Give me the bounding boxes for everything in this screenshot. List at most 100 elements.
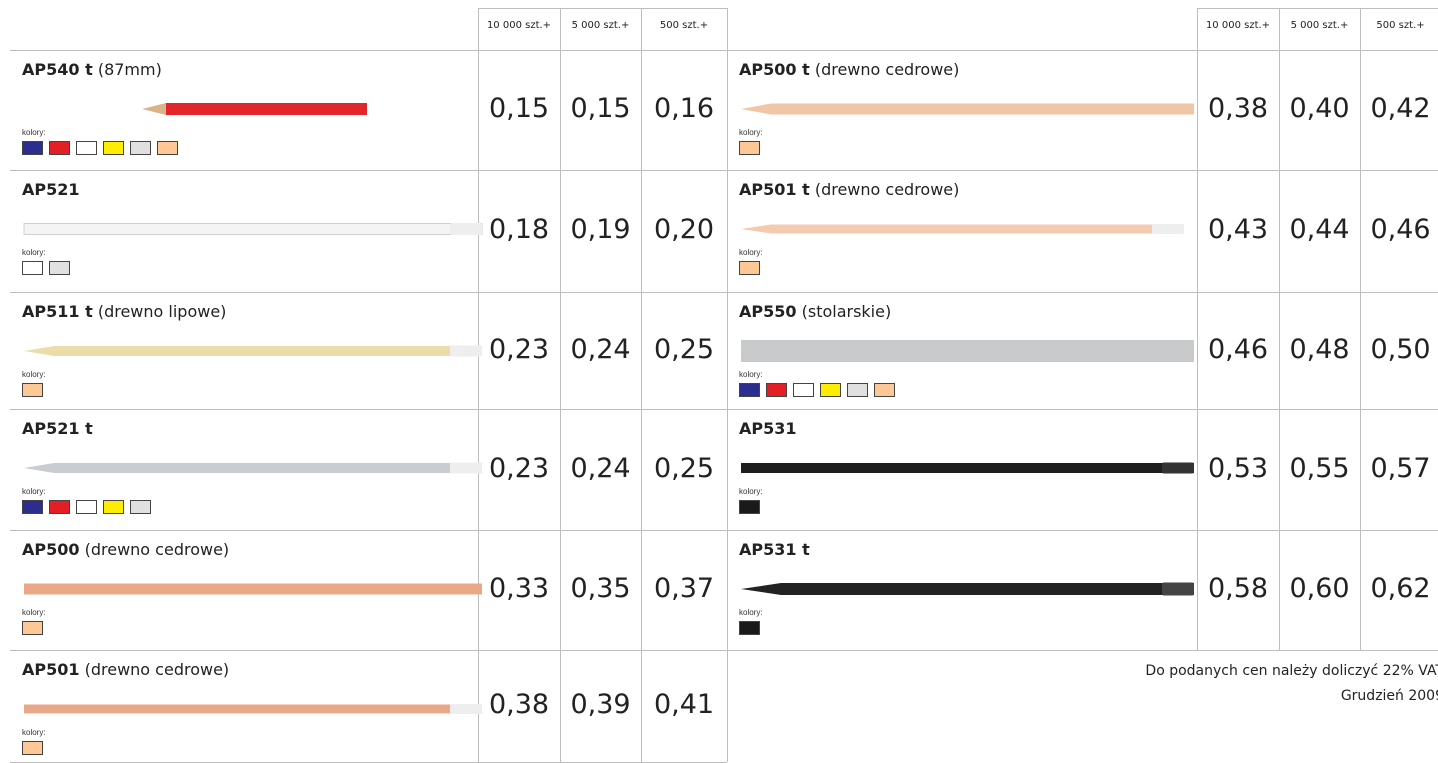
product-desc: (drewno lipowe) (98, 302, 227, 321)
color-swatch (157, 141, 178, 155)
colors-label: kolory: (22, 728, 46, 737)
colors-label: kolory: (22, 370, 46, 379)
pencil-image (22, 216, 492, 242)
product-name: AP501 (drewno cedrowe) (22, 660, 229, 679)
colors-label: kolory: (739, 248, 763, 257)
color-swatch (766, 383, 787, 397)
price: 0,46 (1360, 214, 1438, 245)
pencil-part (24, 584, 482, 595)
product-name: AP521 t (22, 419, 93, 438)
product-desc: (drewno cedrowe) (815, 60, 960, 79)
date-note: Grudzień 2009 (900, 688, 1438, 704)
color-swatch (76, 500, 97, 514)
color-swatch (739, 141, 760, 155)
price: 0,46 (1197, 334, 1279, 365)
colors-label: kolory: (22, 128, 46, 137)
pencil-part (741, 104, 771, 115)
pencil-image (739, 338, 1209, 364)
product-name: AP550 (stolarskie) (739, 302, 891, 321)
column-header: 10 000 szt.+ (1197, 20, 1279, 31)
product-desc: (87mm) (98, 60, 162, 79)
product-name: AP531 (739, 419, 797, 438)
pencil-part (24, 224, 482, 235)
border-line (10, 530, 727, 531)
colors-label: kolory: (22, 608, 46, 617)
product-code: AP511 t (22, 302, 93, 321)
price: 0,33 (478, 573, 560, 604)
border-line (10, 50, 727, 51)
product-code: AP521 t (22, 419, 93, 438)
color-swatch (739, 621, 760, 635)
product-code: AP500 t (739, 60, 810, 79)
color-swatch (76, 141, 97, 155)
price: 0,24 (560, 453, 641, 484)
color-swatch (22, 741, 43, 755)
pencil-image (22, 455, 492, 481)
pencil-part (166, 103, 367, 115)
product-name: AP531 t (739, 540, 810, 559)
pencil-part (1162, 583, 1194, 596)
product-code: AP540 t (22, 60, 93, 79)
colors-label: kolory: (739, 487, 763, 496)
vat-note: Do podanych cen należy doliczyć 22% VAT (900, 663, 1438, 679)
price: 0,43 (1197, 214, 1279, 245)
pencil-image (22, 576, 492, 602)
color-swatch (49, 500, 70, 514)
pencil-part (54, 463, 482, 473)
price: 0,25 (641, 453, 727, 484)
color-swatch (22, 621, 43, 635)
product-name: AP521 (22, 180, 80, 199)
price: 0,44 (1279, 214, 1360, 245)
price: 0,25 (641, 334, 727, 365)
price: 0,37 (641, 573, 727, 604)
border-line (727, 292, 1438, 293)
colors-label: kolory: (739, 370, 763, 379)
color-swatch (130, 500, 151, 514)
pencil-image (739, 455, 1209, 481)
color-swatch (739, 500, 760, 514)
color-swatch (739, 261, 760, 275)
pencil-part (741, 463, 1194, 473)
price: 0,15 (478, 93, 560, 124)
color-swatch (130, 141, 151, 155)
price: 0,57 (1360, 453, 1438, 484)
product-desc: (drewno cedrowe) (85, 540, 230, 559)
pencil-part (54, 346, 482, 356)
border-line (10, 170, 727, 171)
price: 0,20 (641, 214, 727, 245)
pencil-part (741, 583, 781, 595)
product-code: AP531 (739, 419, 797, 438)
price: 0,50 (1360, 334, 1438, 365)
pencil-image (739, 216, 1209, 242)
product-code: AP550 (739, 302, 797, 321)
product-desc: (drewno cedrowe) (815, 180, 960, 199)
colors-label: kolory: (22, 487, 46, 496)
color-swatch (820, 383, 841, 397)
price: 0,48 (1279, 334, 1360, 365)
column-header: 5 000 szt.+ (1279, 20, 1360, 31)
border-line (1197, 8, 1438, 9)
pencil-part (24, 346, 54, 356)
column-header: 500 szt.+ (641, 20, 727, 31)
product-desc: (drewno cedrowe) (85, 660, 230, 679)
border-line (727, 650, 1438, 651)
color-swatch (739, 383, 760, 397)
column-header: 500 szt.+ (1360, 20, 1438, 31)
pencil-image (739, 96, 1209, 122)
product-name: AP500 (drewno cedrowe) (22, 540, 229, 559)
color-swatch (22, 500, 43, 514)
border-line (727, 170, 1438, 171)
color-swatch (49, 141, 70, 155)
price: 0,53 (1197, 453, 1279, 484)
price: 0,42 (1360, 93, 1438, 124)
pencil-part (1162, 463, 1194, 474)
page: 10 000 szt.+5 000 szt.+500 szt.+AP540 t … (0, 0, 1438, 762)
price: 0,38 (478, 689, 560, 720)
border-line (478, 8, 727, 9)
pencil-image (22, 338, 492, 364)
pencil-part (771, 104, 1194, 115)
price: 0,38 (1197, 93, 1279, 124)
color-swatch (874, 383, 895, 397)
price: 0,58 (1197, 573, 1279, 604)
border-line (10, 409, 727, 410)
